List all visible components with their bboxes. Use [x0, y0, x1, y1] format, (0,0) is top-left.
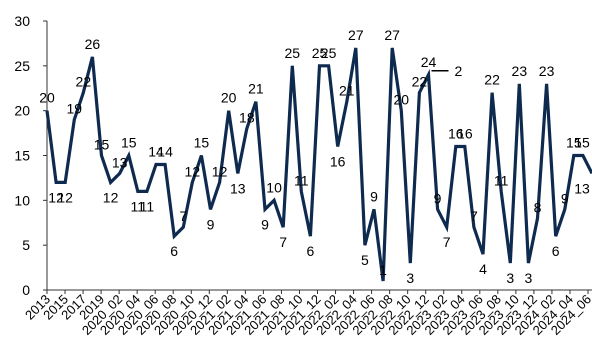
data-label: 9	[370, 188, 378, 204]
y-axis: 0 5 10 15 20 25 30	[14, 13, 48, 298]
data-label: 3	[406, 270, 414, 286]
data-label: 23	[539, 63, 555, 79]
data-label: 16	[448, 126, 464, 142]
y-tick-label: 0	[22, 282, 30, 298]
y-tick-label: 20	[14, 103, 30, 119]
data-label: 11	[131, 198, 146, 214]
data-label: 9	[207, 216, 215, 232]
data-label: 12	[212, 163, 228, 179]
data-label: 13	[230, 180, 246, 196]
y-tick-label: 10	[14, 192, 30, 208]
data-label: 6	[552, 243, 560, 259]
data-label: 15	[94, 137, 110, 153]
x-axis: 20132015201720192020_022020_042020_06202…	[22, 289, 592, 338]
data-label: 1	[379, 262, 387, 278]
data-label: 16	[457, 126, 473, 142]
data-label: 7	[470, 208, 478, 224]
data-label: 7	[279, 234, 287, 250]
data-label: 3	[506, 270, 514, 286]
data-label: 12	[103, 189, 119, 205]
data-label: 8	[534, 199, 542, 215]
data-label: 12	[185, 163, 201, 179]
data-label: 23	[512, 63, 528, 79]
data-label: 15	[566, 135, 582, 151]
annotations: 2	[431, 63, 463, 79]
data-label: 13	[574, 180, 590, 196]
data-label: 19	[66, 101, 82, 117]
data-label: 21	[248, 81, 264, 97]
data-label: 27	[384, 27, 400, 43]
data-label: 6	[170, 243, 178, 259]
data-label: 7	[179, 208, 187, 224]
data-label: 14	[148, 143, 164, 159]
data-label: 16	[330, 154, 346, 170]
data-label: 5	[361, 252, 369, 268]
data-label: 9	[561, 190, 569, 206]
data-label: 20	[39, 90, 55, 106]
data-label: 6	[307, 243, 315, 259]
data-label: 10	[266, 179, 282, 195]
data-label: 21	[339, 83, 355, 99]
data-label: 25	[284, 45, 300, 61]
data-label: 22	[76, 74, 92, 90]
y-tick-label: 30	[14, 13, 30, 29]
data-label: 9	[434, 190, 442, 206]
data-label: 4	[479, 261, 487, 277]
data-label: 22	[412, 74, 428, 90]
data-label: 11	[140, 198, 155, 214]
y-tick-label: 5	[22, 237, 30, 253]
data-label: 20	[221, 90, 237, 106]
data-label: 18	[239, 110, 255, 126]
data-label: 15	[121, 135, 137, 151]
data-label: 25	[321, 45, 337, 61]
data-label: 15	[574, 135, 590, 151]
series-layer	[45, 47, 592, 282]
data-label: 11	[494, 172, 509, 188]
data-label: 12	[48, 189, 64, 205]
data-label: 9	[261, 216, 269, 232]
data-label: 12	[57, 189, 73, 205]
data-labels: 2012121922261512131511111414671215912201…	[39, 27, 590, 286]
data-label: 24	[421, 54, 437, 70]
annotation-label: 2	[455, 63, 463, 79]
data-label: 15	[194, 135, 210, 151]
data-label: 22	[484, 72, 500, 88]
data-label: 26	[85, 36, 101, 52]
data-label: 7	[443, 234, 451, 250]
y-tick-label: 15	[14, 148, 30, 164]
data-label: 27	[348, 27, 364, 43]
data-label: 13	[112, 154, 128, 170]
data-label: 11	[294, 172, 309, 188]
data-label: 25	[312, 45, 328, 61]
series-line	[45, 47, 592, 282]
data-label: 20	[393, 92, 409, 108]
y-tick-label: 25	[14, 58, 30, 74]
data-label: 14	[157, 143, 173, 159]
data-label: 3	[525, 270, 533, 286]
